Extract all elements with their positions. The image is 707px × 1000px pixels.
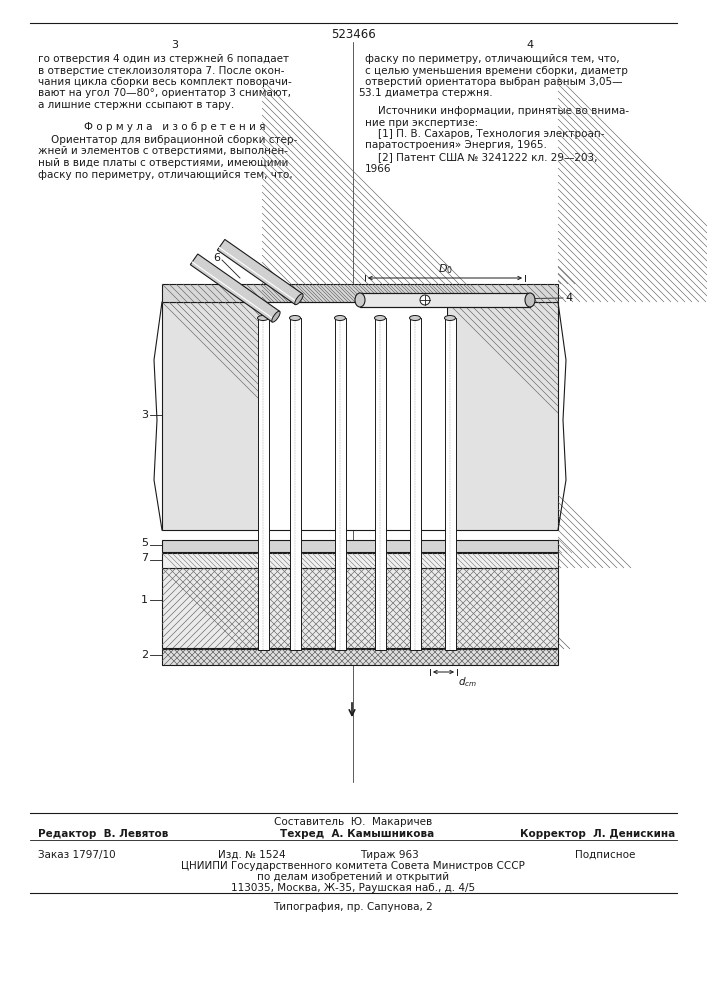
Bar <box>162 284 558 302</box>
Text: Техред  А. Камышникова: Техред А. Камышникова <box>280 829 434 839</box>
Text: 6: 6 <box>213 253 220 263</box>
Text: Ф о р м у л а   и з о б р е т е н и я: Ф о р м у л а и з о б р е т е н и я <box>84 121 266 131</box>
Bar <box>162 553 558 568</box>
Ellipse shape <box>375 316 385 320</box>
Bar <box>162 302 262 530</box>
Polygon shape <box>217 239 303 305</box>
Ellipse shape <box>271 311 280 322</box>
Ellipse shape <box>445 316 455 320</box>
Bar <box>162 649 558 665</box>
Text: $d_{cm}$: $d_{cm}$ <box>458 675 477 689</box>
Text: 5: 5 <box>358 89 365 99</box>
Text: 3: 3 <box>141 410 148 420</box>
Ellipse shape <box>355 293 365 307</box>
Text: Корректор  Л. Денискина: Корректор Л. Денискина <box>520 829 675 839</box>
Bar <box>290 318 301 650</box>
Text: ЦНИИПИ Государственного комитета Совета Министров СССР: ЦНИИПИ Государственного комитета Совета … <box>181 861 525 871</box>
Bar <box>262 302 447 530</box>
Text: Источники информации, принятые во внима-: Источники информации, принятые во внима- <box>365 106 629 116</box>
Bar <box>335 318 346 650</box>
Text: 3: 3 <box>172 40 178 50</box>
Text: го отверстия 4 один из стержней 6 попадает: го отверстия 4 один из стержней 6 попада… <box>38 54 289 64</box>
Text: Подписное: Подписное <box>575 850 636 860</box>
Text: 7: 7 <box>141 553 148 563</box>
Text: Тираж 963: Тираж 963 <box>360 850 419 860</box>
Text: Типография, пр. Сапунова, 2: Типография, пр. Сапунова, 2 <box>273 902 433 912</box>
Text: 1: 1 <box>141 595 148 605</box>
Text: [1] П. В. Сахаров, Технология электроап-: [1] П. В. Сахаров, Технология электроап- <box>365 129 604 139</box>
Text: по делам изобретений и открытий: по делам изобретений и открытий <box>257 872 449 882</box>
Bar <box>410 318 421 650</box>
Text: 1966: 1966 <box>365 163 392 174</box>
Bar <box>360 293 530 307</box>
Text: ный в виде платы с отверстиями, имеющими: ный в виде платы с отверстиями, имеющими <box>38 158 288 168</box>
Text: [2] Патент США № 3241222 кл. 29—203,: [2] Патент США № 3241222 кл. 29—203, <box>365 152 597 162</box>
Bar <box>162 568 558 648</box>
Text: Составитель  Ю.  Макаричев: Составитель Ю. Макаричев <box>274 817 432 827</box>
Text: фаску по периметру, отличающийся тем, что,: фаску по периметру, отличающийся тем, чт… <box>365 54 619 64</box>
Bar <box>162 540 558 552</box>
Text: 523466: 523466 <box>331 28 375 41</box>
Ellipse shape <box>289 316 300 320</box>
Text: Ориентатор для вибрационной сборки стер-: Ориентатор для вибрационной сборки стер- <box>38 135 297 145</box>
Ellipse shape <box>257 316 269 320</box>
Text: жней и элементов с отверстиями, выполнен-: жней и элементов с отверстиями, выполнен… <box>38 146 288 156</box>
Text: Редактор  В. Левятов: Редактор В. Левятов <box>38 829 168 839</box>
Text: чания цикла сборки весь комплект поворачи-: чания цикла сборки весь комплект поворач… <box>38 77 292 87</box>
Bar <box>447 302 558 530</box>
Ellipse shape <box>334 316 346 320</box>
Ellipse shape <box>409 316 421 320</box>
Text: паратостроения» Энергия, 1965.: паратостроения» Энергия, 1965. <box>365 140 547 150</box>
Circle shape <box>420 295 430 305</box>
Bar <box>375 318 386 650</box>
Text: 113035, Москва, Ж-35, Раушская наб., д. 4/5: 113035, Москва, Ж-35, Раушская наб., д. … <box>231 883 475 893</box>
Text: 3.1 диаметра стержня.: 3.1 диаметра стержня. <box>365 89 493 99</box>
Text: с целью уменьшения времени сборки, диаметр: с целью уменьшения времени сборки, диаме… <box>365 66 628 76</box>
Text: отверстий ориентатора выбран равным 3,05—: отверстий ориентатора выбран равным 3,05… <box>365 77 622 87</box>
Text: $D_0$: $D_0$ <box>438 262 452 276</box>
Bar <box>258 318 269 650</box>
Text: в отверстие стеклоизолятора 7. После окон-: в отверстие стеклоизолятора 7. После око… <box>38 66 284 76</box>
Bar <box>445 318 456 650</box>
Text: Изд. № 1524: Изд. № 1524 <box>218 850 286 860</box>
Text: 4: 4 <box>565 293 572 303</box>
Text: ние при экспертизе:: ние при экспертизе: <box>365 117 478 127</box>
Text: Заказ 1797/10: Заказ 1797/10 <box>38 850 116 860</box>
Text: фаску по периметру, отличающийся тем, что,: фаску по периметру, отличающийся тем, чт… <box>38 169 293 180</box>
Text: 2: 2 <box>141 650 148 660</box>
Polygon shape <box>190 254 280 322</box>
Text: 5: 5 <box>141 538 148 548</box>
Text: а лишние стержни ссыпают в тару.: а лишние стержни ссыпают в тару. <box>38 100 234 110</box>
Ellipse shape <box>525 293 535 307</box>
Text: вают на угол 70—80°, ориентатор 3 снимают,: вают на угол 70—80°, ориентатор 3 снимаю… <box>38 89 291 99</box>
Ellipse shape <box>295 294 303 305</box>
Text: 4: 4 <box>527 40 534 50</box>
